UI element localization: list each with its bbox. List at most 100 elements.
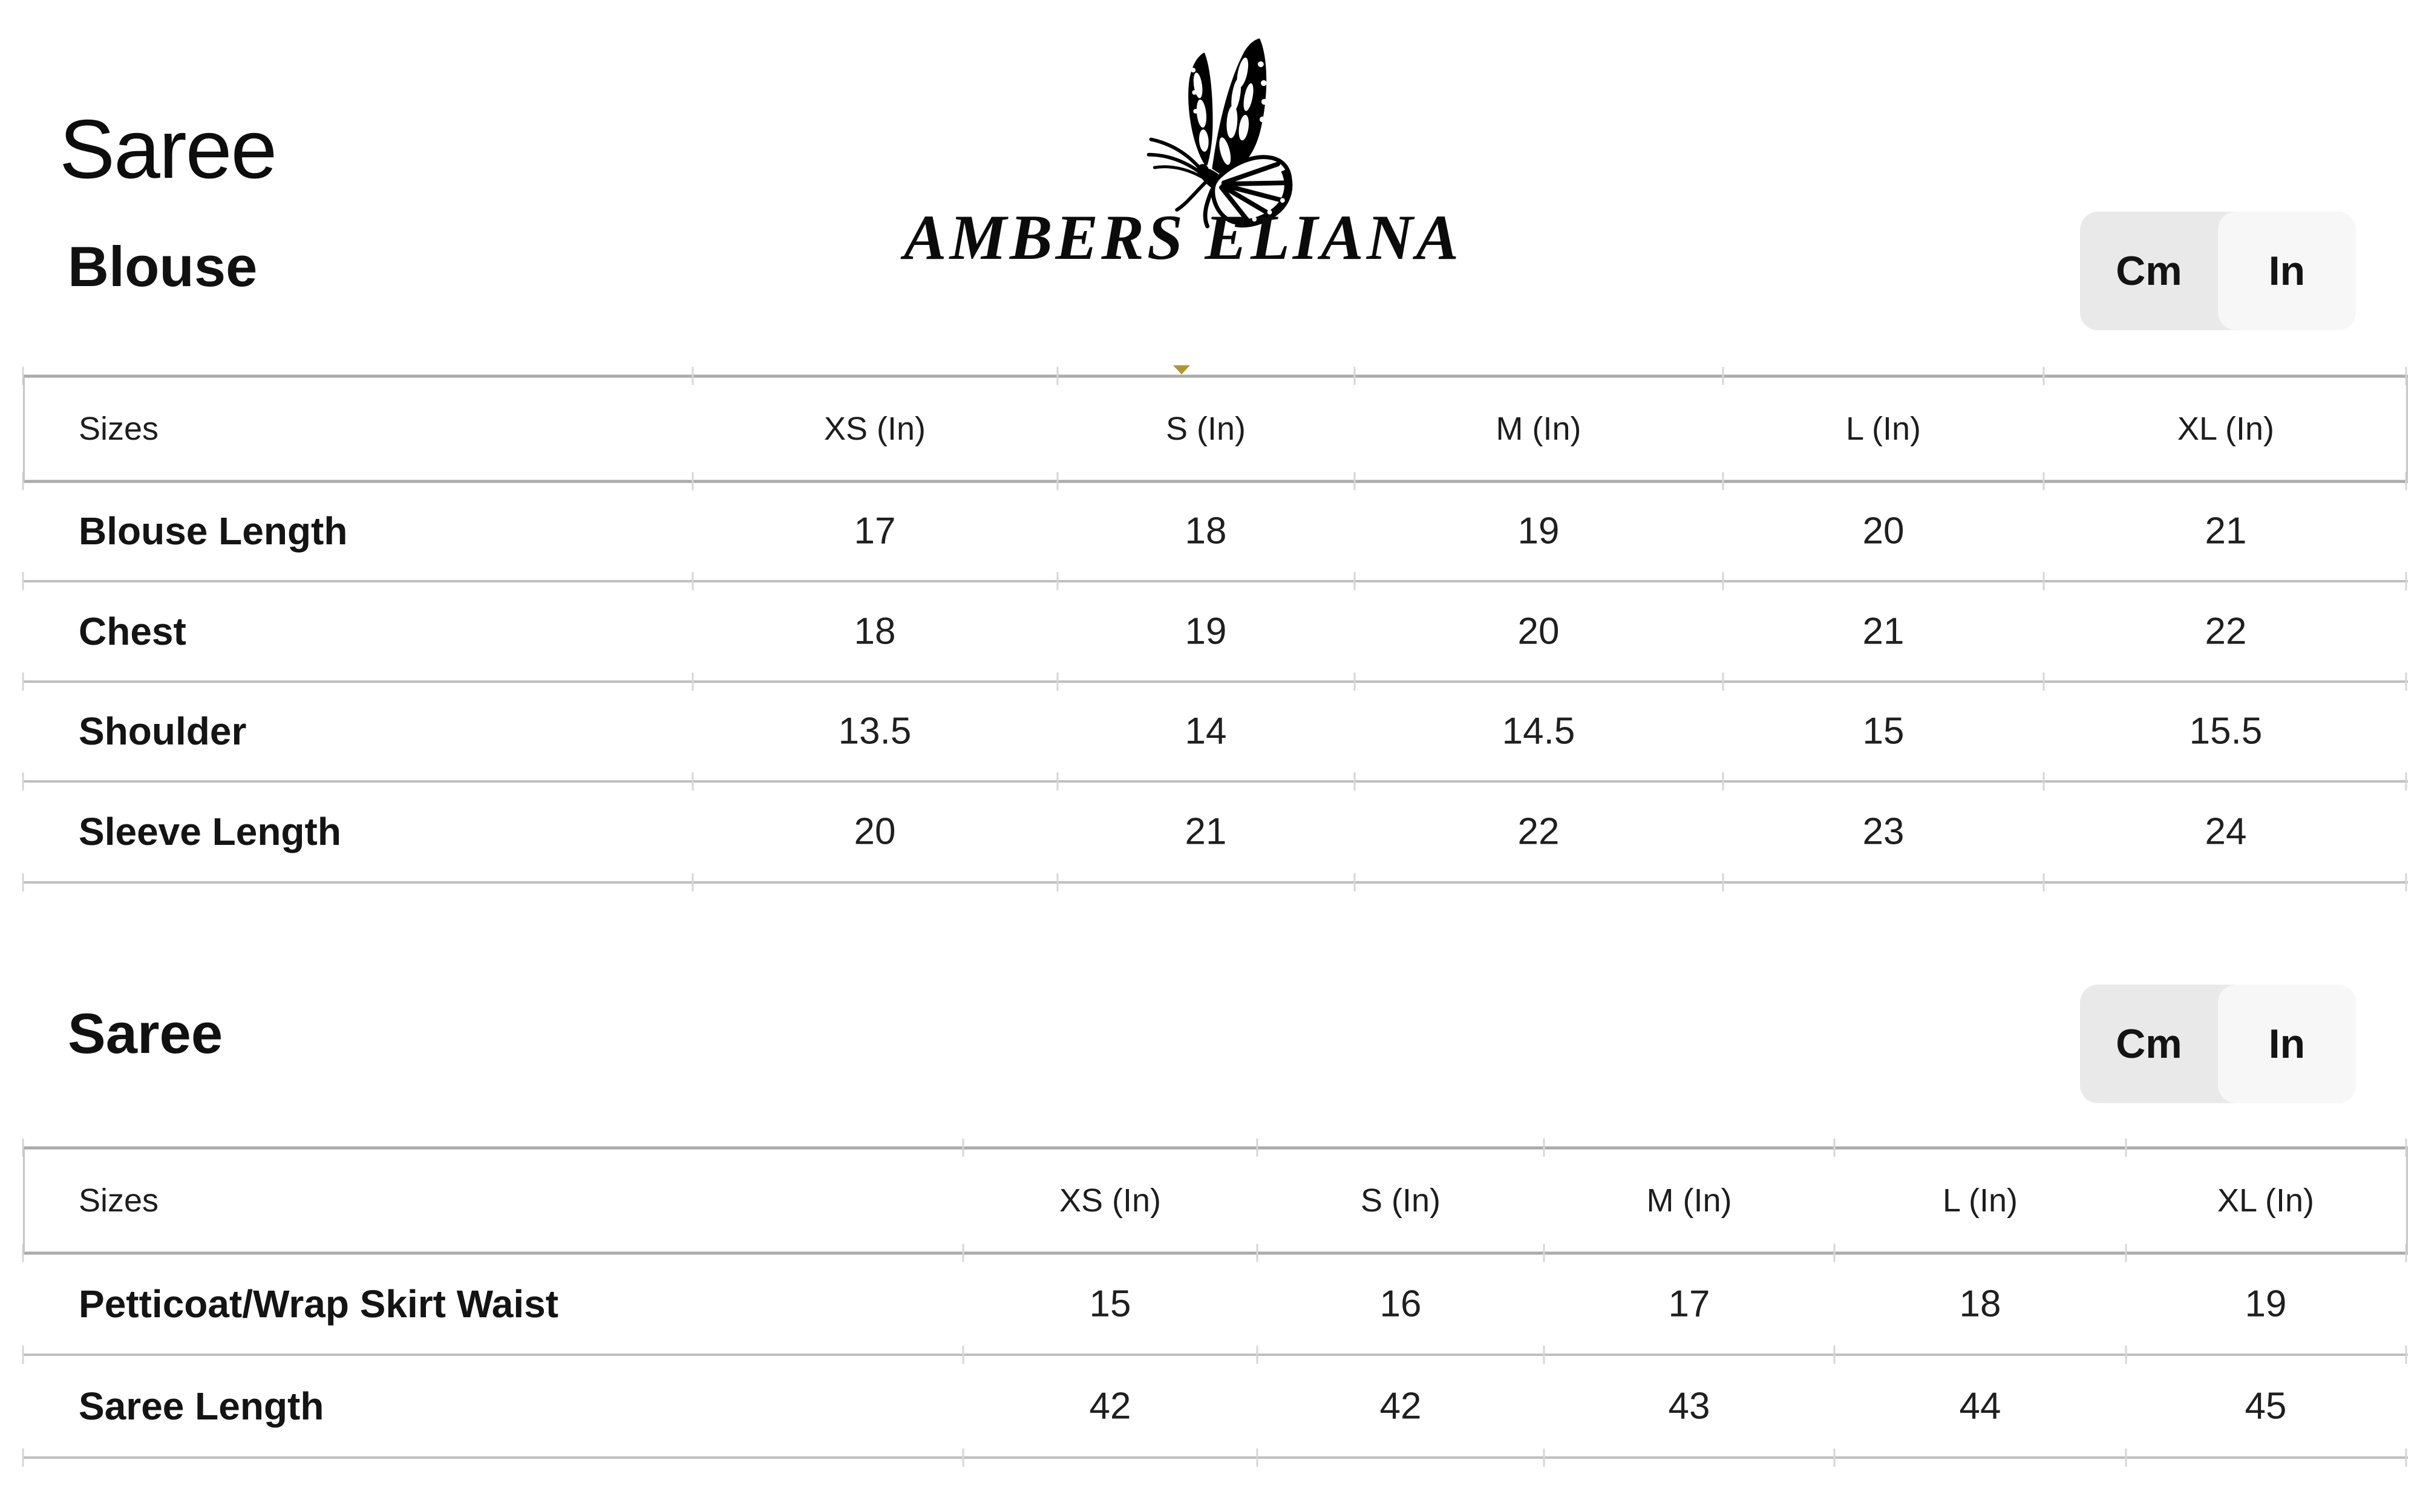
column-tick <box>1833 1138 1836 1157</box>
table-cell: 17 <box>1668 1283 1710 1325</box>
column-tick <box>1056 367 1059 385</box>
table-cell: 24 <box>2205 810 2247 853</box>
column-tick <box>1256 1346 1258 1364</box>
blouse-size-table: Sizes XS (In) S (In) M (In) L (In) XL (I… <box>22 367 2408 891</box>
column-tick <box>1543 1138 1545 1157</box>
column-tick <box>1543 1243 1545 1262</box>
column-tick <box>692 873 694 891</box>
table-cell: 15 <box>1862 710 1905 752</box>
table-cell: 20 <box>1517 610 1560 653</box>
column-tick <box>2405 1346 2407 1364</box>
column-tick <box>692 572 694 590</box>
cm-button[interactable]: Cm <box>2116 248 2182 294</box>
brand-name: AMBERS ELIANA <box>903 202 1462 273</box>
column-header: XS (In) <box>1059 1182 1162 1219</box>
column-tick <box>962 1448 964 1467</box>
table-border-left <box>23 377 25 481</box>
column-tick <box>2125 1448 2127 1467</box>
column-tick <box>2405 772 2407 790</box>
table-border-right <box>2406 377 2408 481</box>
column-tick <box>2042 472 2045 490</box>
table-cell: 21 <box>1185 810 1227 853</box>
column-tick <box>1056 472 1059 490</box>
column-header: XL (In) <box>2177 411 2275 447</box>
table-cell: 43 <box>1668 1385 1710 1427</box>
table-cell: 44 <box>1959 1385 2001 1427</box>
table-cell: 22 <box>1517 810 1560 853</box>
column-tick <box>1056 673 1059 691</box>
table-cell: 23 <box>1862 810 1905 853</box>
brand-logo: AMBERS ELIANA <box>871 24 1494 273</box>
table-cell: 14.5 <box>1502 710 1575 752</box>
column-tick <box>1353 873 1356 891</box>
table-cell: 16 <box>1379 1283 1422 1325</box>
column-header: Sizes <box>79 1182 159 1219</box>
column-header: M (In) <box>1646 1182 1732 1219</box>
section-title-blouse: Blouse <box>68 235 258 298</box>
table-border-left <box>23 1149 25 1253</box>
column-tick <box>962 1138 964 1157</box>
column-tick <box>1833 1448 1836 1467</box>
column-tick <box>962 1346 964 1364</box>
cm-button[interactable]: Cm <box>2116 1021 2182 1067</box>
column-tick <box>1256 1243 1258 1262</box>
table-cell: 19 <box>1517 510 1560 552</box>
column-tick <box>1722 673 1724 691</box>
row-label: Blouse Length <box>79 509 348 553</box>
column-header: M (In) <box>1496 411 1581 447</box>
table-grid-line <box>22 673 2408 691</box>
column-header: L (In) <box>1942 1182 2018 1219</box>
unit-toggle-saree[interactable]: Cm In <box>2080 985 2356 1103</box>
column-header: XL (In) <box>2217 1182 2315 1219</box>
column-tick <box>22 572 24 590</box>
column-tick <box>1722 772 1724 790</box>
column-tick <box>692 367 694 385</box>
column-tick <box>2042 873 2045 891</box>
in-button[interactable]: In <box>2218 212 2356 330</box>
table-grid-line <box>22 367 2408 385</box>
column-tick <box>1722 873 1724 891</box>
table-grid-line <box>22 772 2408 790</box>
column-tick <box>22 1138 24 1157</box>
column-tick <box>1056 572 1059 590</box>
column-tick <box>2405 572 2407 590</box>
table-cell: 18 <box>1959 1283 2001 1325</box>
column-tick <box>2405 367 2407 385</box>
column-tick <box>1722 472 1724 490</box>
in-button[interactable]: In <box>2218 985 2356 1103</box>
table-grid-line <box>22 873 2408 891</box>
column-tick <box>2042 772 2045 790</box>
column-tick <box>22 367 24 385</box>
row-label: Petticoat/Wrap Skirt Waist <box>79 1282 559 1326</box>
column-tick <box>1722 572 1724 590</box>
table-cell: 42 <box>1379 1385 1422 1427</box>
column-tick <box>692 772 694 790</box>
table-cell: 20 <box>1862 510 1905 552</box>
column-tick <box>2042 572 2045 590</box>
unit-toggle-blouse[interactable]: Cm In <box>2080 212 2356 330</box>
table-grid-line <box>22 1243 2408 1262</box>
table-cell: 22 <box>2205 610 2247 653</box>
column-tick <box>692 673 694 691</box>
table-cell: 19 <box>2245 1283 2287 1325</box>
table-grid-line <box>22 1138 2408 1157</box>
column-header: L (In) <box>1845 411 1921 447</box>
column-tick <box>2405 873 2407 891</box>
table-border-right <box>2406 1149 2408 1253</box>
column-header: XS (In) <box>823 411 926 447</box>
row-label: Sleeve Length <box>79 810 341 853</box>
column-tick <box>22 873 24 891</box>
butterfly-icon <box>1146 38 1293 229</box>
column-tick <box>2125 1346 2127 1364</box>
column-tick <box>2042 367 2045 385</box>
column-tick <box>1543 1448 1545 1467</box>
table-cell: 13.5 <box>838 710 912 752</box>
table-cell: 14 <box>1185 710 1227 752</box>
column-tick <box>2125 1243 2127 1262</box>
column-tick <box>1353 772 1356 790</box>
column-tick <box>1833 1346 1836 1364</box>
column-tick <box>1256 1138 1258 1157</box>
column-tick <box>1056 772 1059 790</box>
column-tick <box>1543 1346 1545 1364</box>
table-cell: 21 <box>1862 610 1905 653</box>
